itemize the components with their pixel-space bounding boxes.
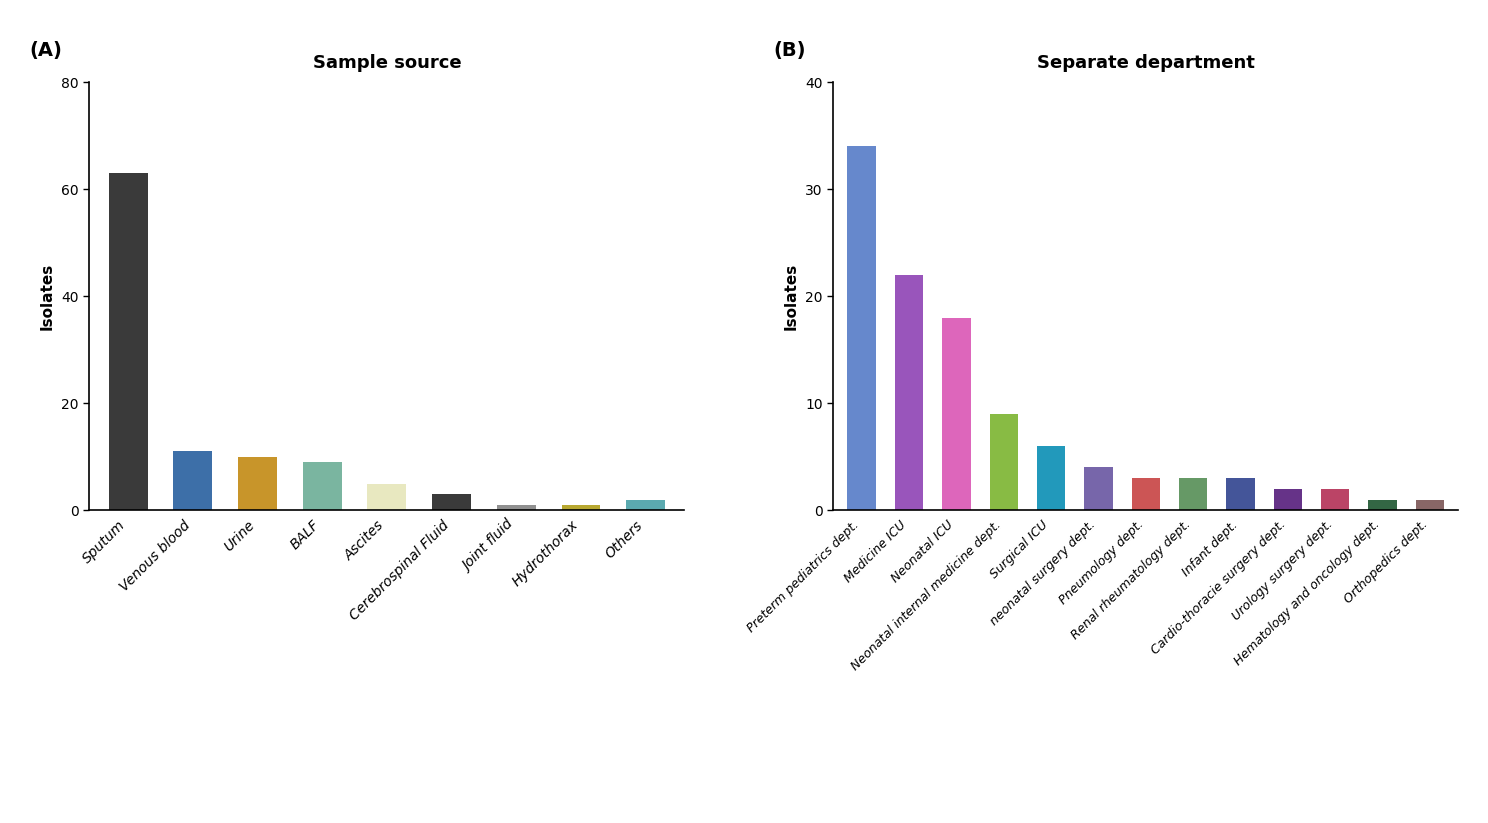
Bar xyxy=(238,457,277,510)
Bar xyxy=(942,318,970,510)
Bar xyxy=(497,505,536,510)
Bar xyxy=(1131,478,1161,510)
Bar xyxy=(1415,500,1443,510)
Bar xyxy=(848,146,876,510)
Bar xyxy=(1321,489,1350,510)
Bar xyxy=(1369,500,1397,510)
Bar xyxy=(432,494,472,510)
Y-axis label: Isolates: Isolates xyxy=(39,263,54,330)
Text: (A): (A) xyxy=(30,41,62,60)
Title: Sample source: Sample source xyxy=(312,54,461,72)
Bar xyxy=(1226,478,1254,510)
Text: (B): (B) xyxy=(774,41,806,60)
Bar xyxy=(894,275,923,510)
Bar xyxy=(1178,478,1207,510)
Bar xyxy=(561,505,600,510)
Bar xyxy=(1037,446,1065,510)
Title: Separate department: Separate department xyxy=(1037,54,1254,72)
Bar xyxy=(302,463,342,510)
Bar xyxy=(174,451,213,510)
Bar xyxy=(1085,467,1113,510)
Bar xyxy=(626,500,665,510)
Y-axis label: Isolates: Isolates xyxy=(783,263,798,330)
Bar xyxy=(1274,489,1302,510)
Bar xyxy=(109,173,147,510)
Bar xyxy=(990,414,1018,510)
Bar xyxy=(368,484,406,510)
